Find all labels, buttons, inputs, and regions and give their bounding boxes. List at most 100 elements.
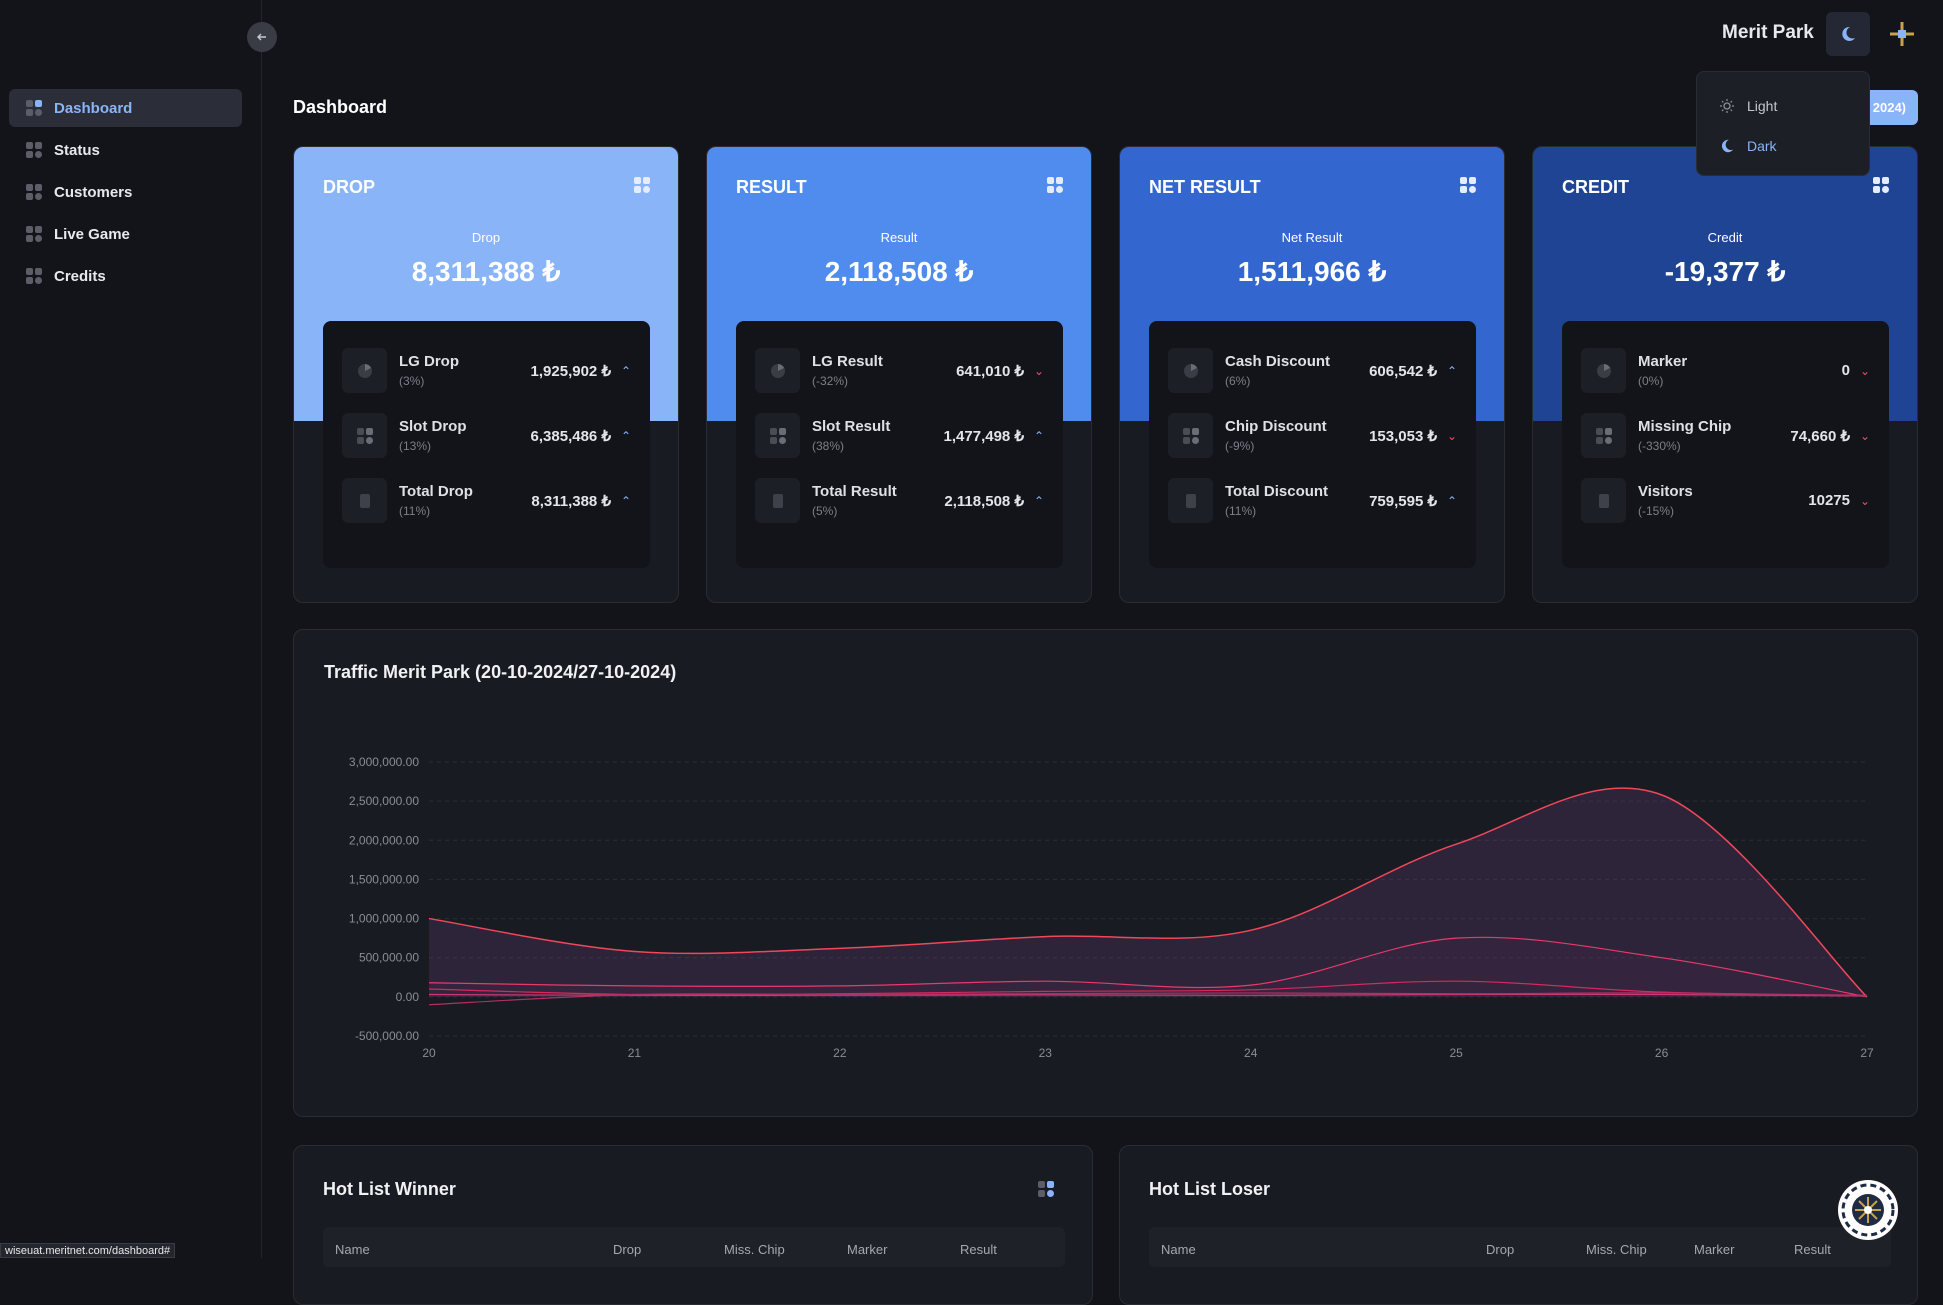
row-percent: (-330%) <box>1638 439 1681 453</box>
row-label: Visitors <box>1638 483 1693 500</box>
breakdown-row: Marker (0%) 0 ⌄ <box>1562 338 1889 403</box>
row-label: LG Drop <box>399 353 459 370</box>
card-total-value: 8,311,388 ₺ <box>411 256 561 287</box>
sidebar-item-customers[interactable]: Customers <box>9 173 242 211</box>
row-label: Total Discount <box>1225 483 1329 500</box>
col-drop: Drop <box>1486 1242 1515 1257</box>
card-title: NET RESULT <box>1149 177 1261 197</box>
row-value: 10275 <box>1808 492 1850 509</box>
traffic-chart-card: Traffic Merit Park (20-10-2024/27-10-202… <box>293 629 1918 1117</box>
card-subtitle: Net Result <box>1281 230 1343 245</box>
sidebar-nav: Dashboard Status Customers Live Game Cre… <box>9 89 242 299</box>
row-percent: (5%) <box>812 504 838 518</box>
card-breakdown: LG Result (-32%) 641,010 ₺ ⌄ Slot Result (38%… <box>736 321 1063 568</box>
pie-icon <box>357 363 372 378</box>
row-icon-box <box>755 413 800 458</box>
moon-icon <box>1842 26 1855 41</box>
row-percent: (38%) <box>812 439 845 453</box>
row-value: 1,925,902 ₺ <box>530 362 611 380</box>
y-tick-label: 500,000.00 <box>359 951 419 965</box>
row-icon-box <box>342 478 387 523</box>
breakdown-row: Chip Discount (-9%) 153,053 ₺ ⌄ <box>1149 403 1476 468</box>
grid-icon <box>356 427 373 444</box>
card-menu-icon[interactable] <box>634 177 650 193</box>
row-label: Total Drop <box>399 483 473 500</box>
row-value: 1,477,498 ₺ <box>943 427 1024 445</box>
col-marker: Marker <box>1694 1242 1735 1257</box>
sidebar-item-live-game[interactable]: Live Game <box>9 215 242 253</box>
x-tick-label: 24 <box>1244 1046 1258 1060</box>
chevron-down-icon: ⌄ <box>1860 493 1871 508</box>
card-breakdown: LG Drop (3%) 1,925,902 ₺ ⌃ Slot Drop (13%) 6,3… <box>323 321 650 568</box>
theme-option-label: Light <box>1747 98 1778 114</box>
card-menu-icon[interactable] <box>1873 177 1889 193</box>
device-icon <box>772 493 783 508</box>
sidebar-item-credits[interactable]: Credits <box>9 257 242 295</box>
col-miss-chip: Miss. Chip <box>1586 1242 1647 1257</box>
row-value: 74,660 ₺ <box>1790 427 1850 445</box>
row-label: Slot Drop <box>399 418 467 435</box>
col-result: Result <box>1794 1242 1831 1257</box>
breakdown-row: Total Discount (11%) 759,595 ₺ ⌃ <box>1149 468 1476 533</box>
app-logo-button[interactable] <box>1880 12 1924 56</box>
hot-list-winner-header: Name Drop Miss. Chip Marker Result <box>323 1227 1065 1267</box>
y-tick-label: 0.00 <box>396 990 420 1004</box>
chip-button[interactable] <box>1838 1180 1898 1240</box>
hot-list-loser-header: Name Drop Miss. Chip Marker Result <box>1149 1227 1891 1267</box>
chevron-down-icon: ⌄ <box>1447 428 1458 443</box>
card-menu-icon[interactable] <box>1460 177 1476 193</box>
sidebar-item-status[interactable]: Status <box>9 131 242 169</box>
grid-icon <box>26 268 42 284</box>
series-line <box>428 936 1868 998</box>
theme-option-label: Dark <box>1747 138 1777 154</box>
stat-card-credit: CREDIT Credit -19,377 ₺ Marker (0%) 0 ⌄ Missing… <box>1532 146 1918 603</box>
row-label: LG Result <box>812 353 883 370</box>
row-value: 6,385,486 ₺ <box>530 427 611 445</box>
row-icon-box <box>1581 478 1626 523</box>
sidebar-item-dashboard[interactable]: Dashboard <box>9 89 242 127</box>
x-tick-label: 26 <box>1655 1046 1669 1060</box>
row-percent: (3%) <box>399 374 425 388</box>
stat-card-drop: DROP Drop 8,311,388 ₺ LG Drop (3%) 1,925,902 … <box>293 146 679 603</box>
card-title: CREDIT <box>1562 177 1629 197</box>
sun-icon <box>1720 99 1734 113</box>
row-label: Marker <box>1638 353 1688 370</box>
x-tick-label: 21 <box>628 1046 642 1060</box>
theme-toggle-button[interactable] <box>1826 12 1870 56</box>
col-name: Name <box>335 1242 370 1257</box>
grid-icon <box>769 427 786 444</box>
row-percent: (6%) <box>1225 374 1251 388</box>
x-tick-label: 27 <box>1860 1046 1874 1060</box>
hot-list-loser-title: Hot List Loser <box>1149 1179 1271 1199</box>
chevron-up-icon: ⌃ <box>1447 363 1458 378</box>
cross-logo-icon <box>1890 22 1914 46</box>
chevron-up-icon: ⌃ <box>1447 493 1458 508</box>
row-icon-box <box>1581 413 1626 458</box>
grid-icon <box>26 184 42 200</box>
grid-icon[interactable] <box>1038 1181 1054 1197</box>
status-url: wiseuat.meritnet.com/dashboard# <box>0 1243 176 1258</box>
series-line <box>428 993 1868 997</box>
grid-icon <box>26 100 42 116</box>
pie-icon <box>1183 363 1198 378</box>
row-percent: (11%) <box>399 504 431 518</box>
row-value: 2,118,508 ₺ <box>944 492 1024 510</box>
col-name: Name <box>1161 1242 1196 1257</box>
sidebar-item-label: Dashboard <box>54 99 133 117</box>
card-subtitle: Result <box>880 230 918 245</box>
row-icon-box <box>755 348 800 393</box>
sidebar-item-label: Live Game <box>54 225 130 243</box>
row-label: Chip Discount <box>1225 418 1327 435</box>
sidebar-collapse-button[interactable] <box>247 22 277 52</box>
theme-option-light[interactable]: Light <box>1697 86 1869 126</box>
stat-card-net-result: NET RESULT Net Result 1,511,966 ₺ Cash Disc… <box>1119 146 1505 603</box>
series-area <box>429 788 1867 997</box>
row-icon-box <box>1168 348 1213 393</box>
grid-icon <box>26 226 42 242</box>
card-menu-icon[interactable] <box>1047 177 1063 193</box>
breakdown-row: Total Result (5%) 2,118,508 ₺ ⌃ <box>736 468 1063 533</box>
series-line <box>428 787 1868 998</box>
breakdown-row: Slot Result (38%) 1,477,498 ₺ ⌃ <box>736 403 1063 468</box>
theme-option-dark[interactable]: Dark <box>1697 126 1869 166</box>
device-icon <box>1185 493 1196 508</box>
